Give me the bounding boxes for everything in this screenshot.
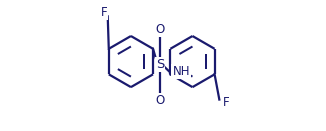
Text: O: O [156, 94, 165, 107]
Text: O: O [156, 23, 165, 36]
Text: NH: NH [172, 65, 190, 78]
Text: S: S [156, 58, 164, 71]
Text: F: F [223, 96, 229, 109]
Text: F: F [100, 6, 107, 19]
